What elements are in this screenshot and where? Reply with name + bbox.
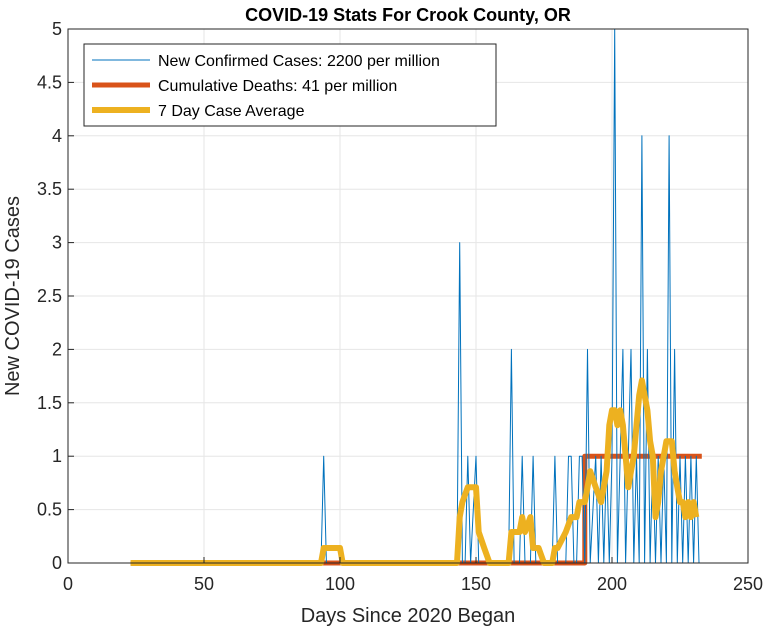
ticks: 0 50 100 150 200 250 0 0.5 1 1.5 2 2.5 3 3.5 4 4.5 5 <box>37 19 763 594</box>
y-tick-label: 2.5 <box>37 286 62 306</box>
x-tick-label: 150 <box>461 574 491 594</box>
y-tick-label: 4.5 <box>37 72 62 92</box>
x-tick-label: 0 <box>63 574 73 594</box>
y-tick-label: 1.5 <box>37 393 62 413</box>
y-tick-label: 4 <box>52 126 62 146</box>
y-tick-label: 2 <box>52 339 62 359</box>
legend-entry: Cumulative Deaths: 41 per million <box>158 78 397 95</box>
x-tick-label: 250 <box>733 574 763 594</box>
y-tick-label: 3.5 <box>37 179 62 199</box>
y-tick-label: 3 <box>52 233 62 253</box>
y-tick-label: 0 <box>52 553 62 573</box>
series-line-2 <box>130 377 700 566</box>
x-tick-label: 200 <box>597 574 627 594</box>
x-tick-label: 100 <box>325 574 355 594</box>
y-tick-label: 0.5 <box>37 500 62 520</box>
y-axis-label: New COVID-19 Cases <box>2 196 24 396</box>
chart-title: COVID-19 Stats For Crook County, OR <box>245 5 571 25</box>
legend-entry: New Confirmed Cases: 2200 per million <box>158 53 440 70</box>
x-tick-label: 50 <box>194 574 214 594</box>
legend-entry: 7 Day Case Average <box>158 103 305 120</box>
y-tick-label: 1 <box>52 446 62 466</box>
legend: New Confirmed Cases: 2200 per million Cum… <box>83 43 497 127</box>
x-axis-label: Days Since 2020 Began <box>301 605 516 627</box>
legend-box <box>83 43 497 127</box>
y-tick-label: 5 <box>52 19 62 39</box>
